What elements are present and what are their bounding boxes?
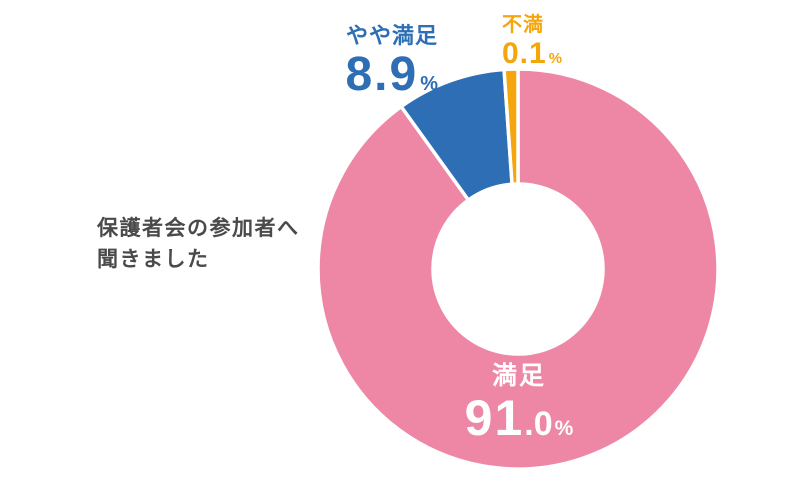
satisfied-percent-int: 91 [464, 390, 525, 446]
label-dissatisfied-title: 不満 [502, 14, 544, 36]
label-satisfied: 満足 91.0% [465, 362, 574, 444]
dissatisfied-percent-unit: % [548, 50, 563, 67]
caption-line-1: 保護者会の参加者へ [97, 217, 300, 240]
satisfied-percent-decimal: .0 [524, 405, 553, 443]
label-satisfied-title: 満足 [491, 362, 547, 390]
satisfied-percent-unit: % [554, 417, 574, 440]
label-somewhat-satisfied-title: やや満足 [345, 23, 438, 48]
slice-satisfied [316, 67, 720, 471]
dissatisfied-percent: 0.1 [502, 37, 547, 70]
somewhat-satisfied-percent-unit: % [420, 73, 438, 95]
label-somewhat-satisfied: やや満足 8.9% [345, 24, 438, 99]
somewhat-satisfied-percent: 8.9 [345, 48, 419, 101]
label-dissatisfied: 不満 0.1% [502, 14, 562, 69]
caption-line-2: 聞きました [97, 248, 210, 271]
chart-caption: 保護者会の参加者へ 聞きました [97, 213, 300, 275]
label-somewhat-satisfied-value: 8.9% [345, 51, 438, 99]
label-dissatisfied-value: 0.1% [502, 39, 562, 69]
label-satisfied-value: 91.0% [465, 393, 574, 443]
slice-dissatisfied [502, 67, 520, 186]
